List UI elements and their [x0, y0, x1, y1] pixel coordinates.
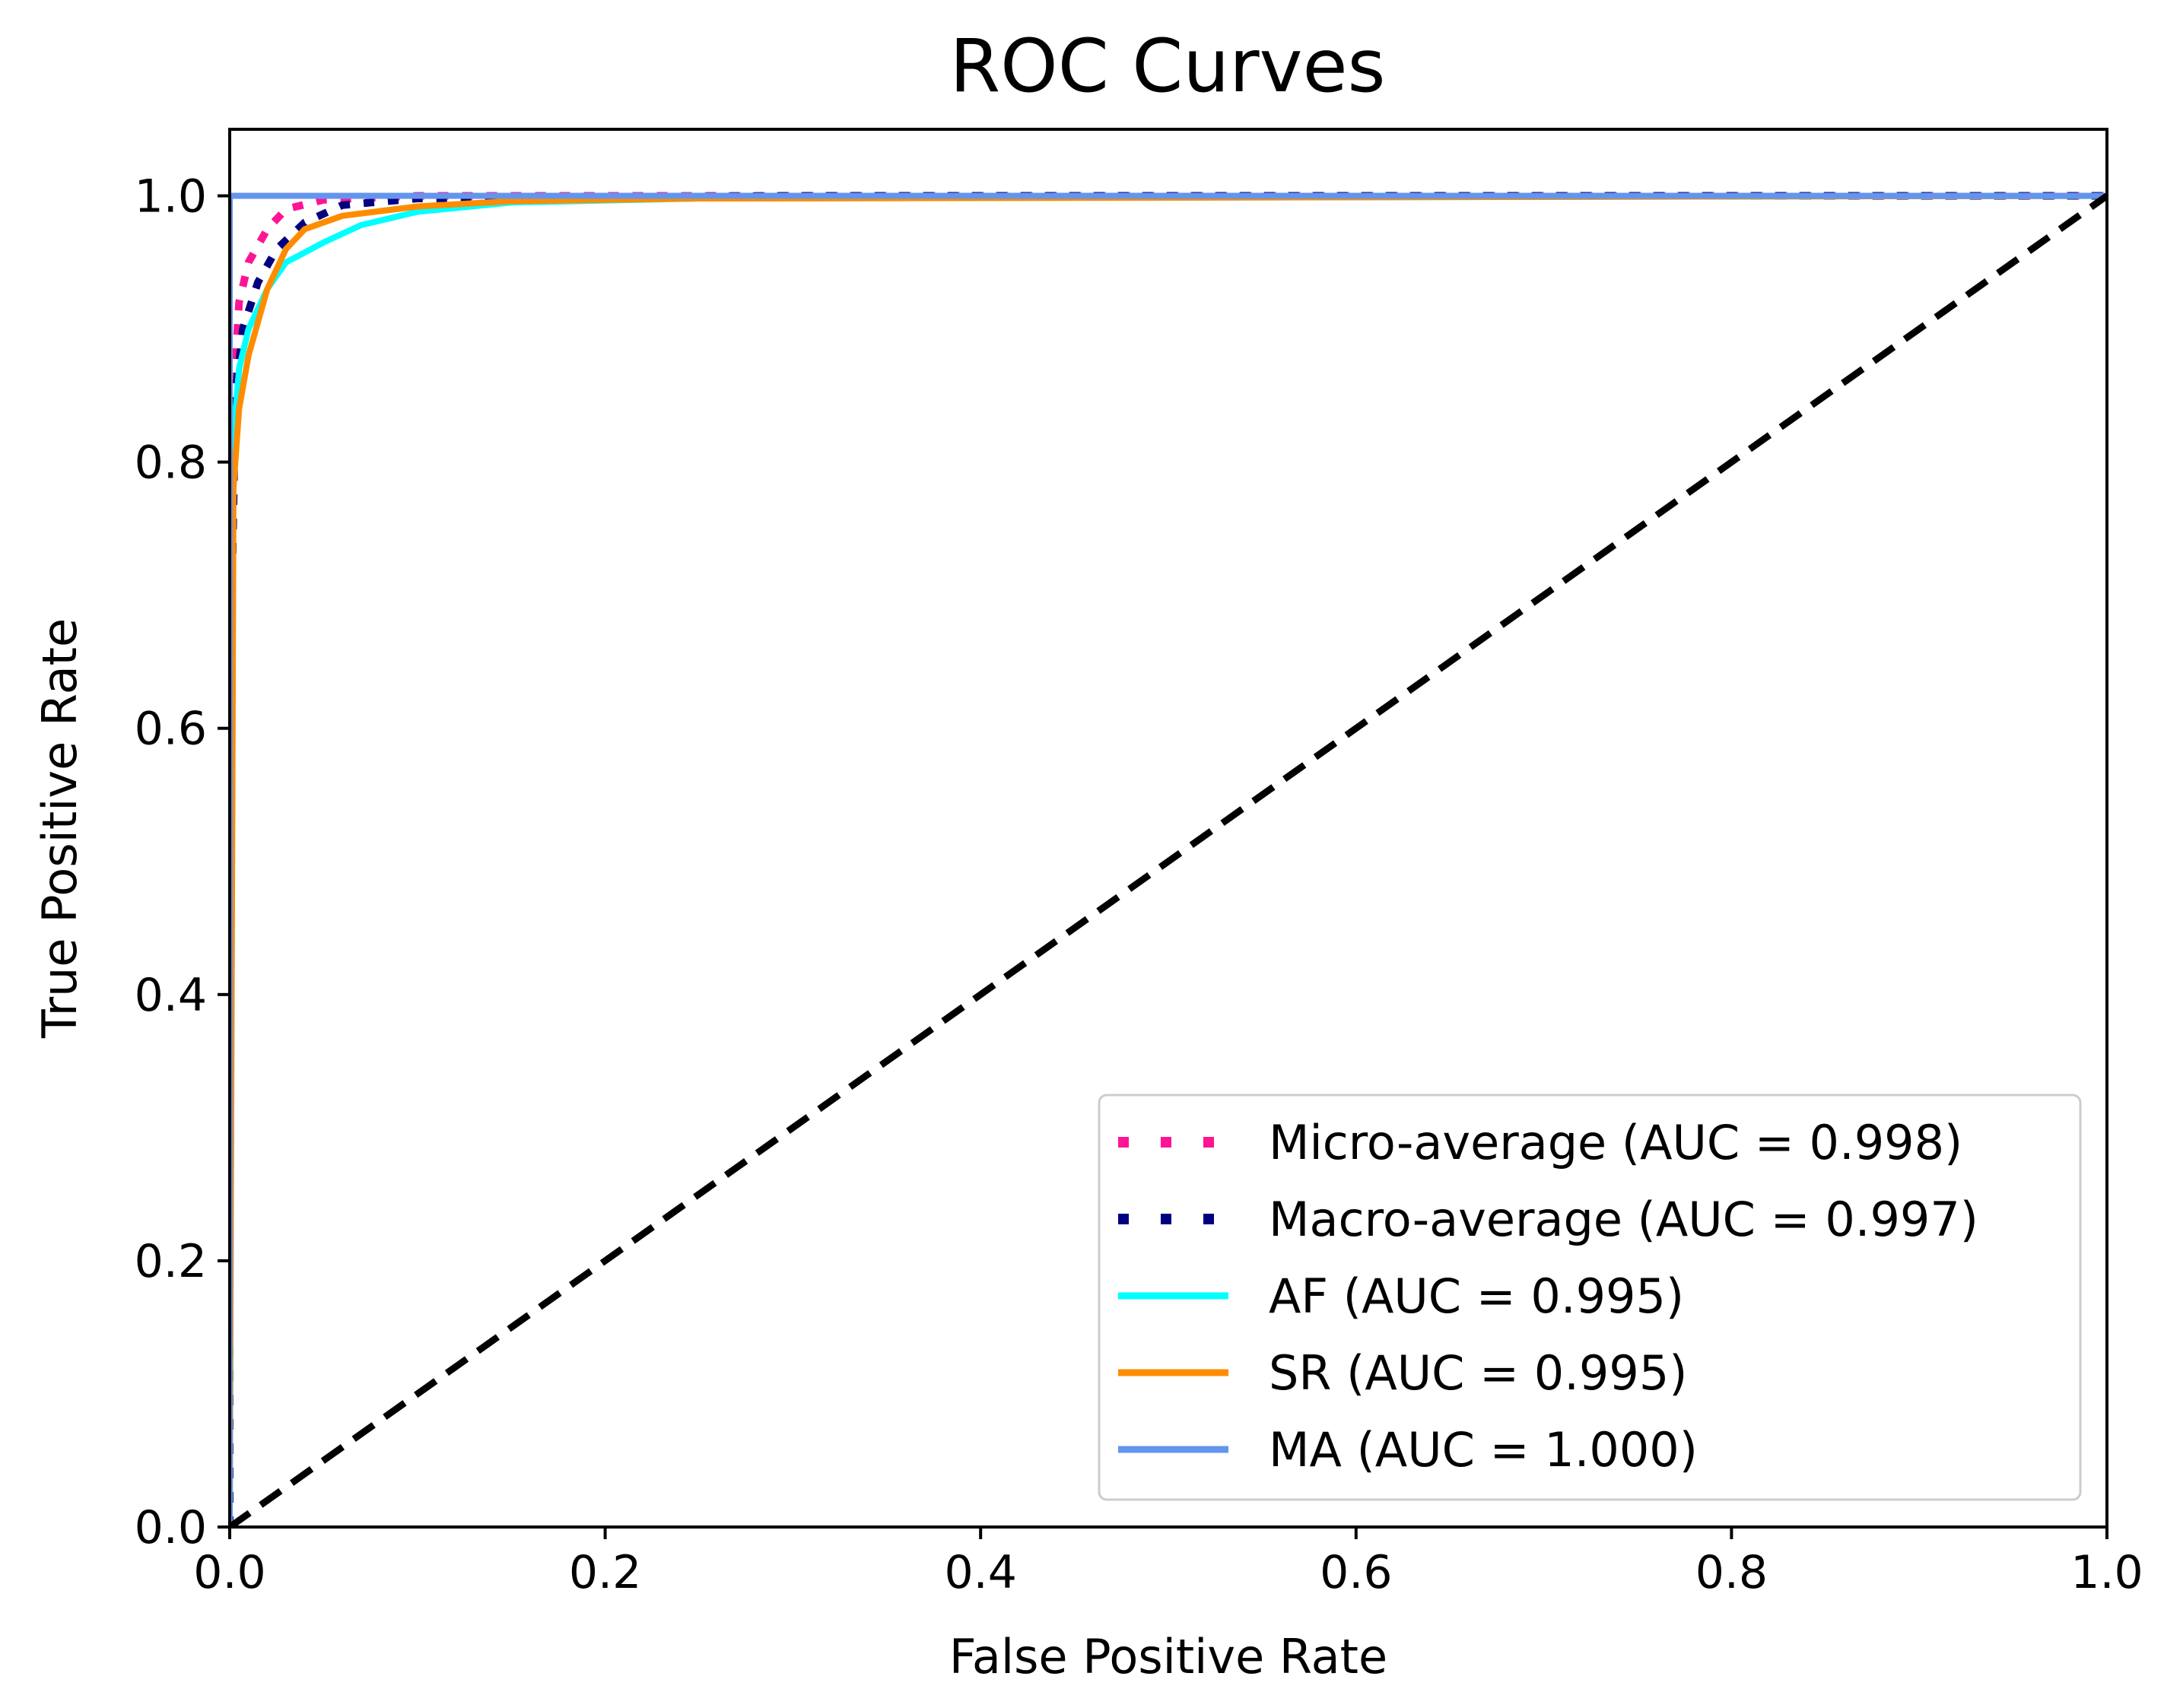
y-tick-label: 0.8 — [135, 437, 207, 490]
y-tick-label: 0.0 — [135, 1501, 207, 1554]
legend: Micro-average (AUC = 0.998) Macro-average… — [1098, 1094, 2082, 1501]
y-tick-label: 0.4 — [135, 969, 207, 1022]
reference-line-chance — [230, 192, 2107, 1527]
legend-label-af: AF (AUC = 0.995) — [1269, 1268, 1684, 1324]
legend-label-sr: SR (AUC = 0.995) — [1269, 1345, 1687, 1401]
y-tick-label: 0.6 — [135, 703, 207, 756]
x-tick-label: 0.0 — [193, 1546, 265, 1599]
x-tick-label: 1.0 — [2070, 1546, 2143, 1599]
ticks-layer: 0.0 0.2 0.4 0.6 0.8 1.0 0.0 0.2 0.4 0.6 0.8 1.0 — [135, 170, 2143, 1599]
legend-label-micro-average: Micro-average (AUC = 0.998) — [1269, 1115, 1962, 1170]
series-layer — [230, 192, 2107, 1527]
y-tick-label: 0.2 — [135, 1235, 207, 1288]
legend-label-macro-average: Macro-average (AUC = 0.997) — [1269, 1192, 1978, 1247]
x-tick-label: 0.8 — [1695, 1546, 1768, 1599]
legend-label-ma: MA (AUC = 1.000) — [1269, 1422, 1698, 1478]
reference-layer — [230, 192, 2107, 1527]
x-tick-label: 0.4 — [944, 1546, 1016, 1599]
y-axis-label: True Positive Rate — [32, 618, 87, 1039]
plot-frame — [228, 128, 2108, 1529]
x-tick-label: 0.2 — [569, 1546, 641, 1599]
series-line-sr — [230, 192, 2107, 1527]
x-tick-label: 0.6 — [1320, 1546, 1392, 1599]
legend-items: Micro-average (AUC = 0.998) Macro-average… — [1118, 1115, 1978, 1478]
chart-title: ROC Curves — [949, 24, 1385, 109]
legend-box — [1098, 1094, 2082, 1501]
y-tick-label: 1.0 — [135, 170, 207, 224]
series-line-ma — [230, 192, 2107, 1527]
x-axis-label: False Positive Rate — [949, 1629, 1387, 1684]
